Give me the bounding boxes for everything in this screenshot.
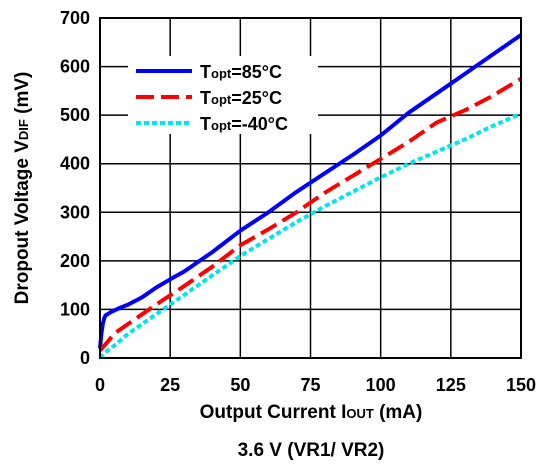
y-tick-label: 700 — [60, 8, 90, 28]
legend: Topt=85°C Topt=25°C Topt=-40°C — [128, 56, 318, 134]
x-tick-label: 0 — [95, 375, 105, 395]
y-tick-label: 500 — [60, 105, 90, 125]
y-axis-label: Dropout Voltage VDIF (mV) — [12, 72, 33, 305]
y-tick-label: 100 — [60, 299, 90, 319]
x-tick-label: 100 — [366, 375, 396, 395]
chart-caption: 3.6 V (VR1/ VR2) — [238, 440, 385, 461]
series-line-1 — [98, 76, 523, 352]
x-axis-label-unit: (mA) — [374, 402, 423, 423]
y-axis-label-main: Dropout Voltage V — [12, 140, 33, 305]
y-tick-label: 400 — [60, 154, 90, 174]
x-axis-label-main: Output Current I — [200, 402, 347, 423]
x-tick-label: 150 — [506, 375, 536, 395]
legend-label-0: Topt=85°C — [200, 62, 282, 82]
series-lines — [98, 33, 523, 360]
plot-frame — [99, 17, 522, 359]
x-tick-label: 125 — [436, 375, 466, 395]
series-line-2 — [98, 111, 522, 360]
x-tick-label: 25 — [160, 375, 180, 395]
x-axis-label-sub: OUT — [346, 406, 374, 421]
tick-labels: 0 25 50 75 100 125 150 0 100 200 300 400 500 600 700 — [60, 8, 536, 395]
y-tick-label: 300 — [60, 202, 90, 222]
y-tick-label: 0 — [80, 348, 90, 368]
series-line-0 — [98, 33, 523, 349]
legend-label-1: Topt=25°C — [200, 88, 282, 108]
x-axis-label: Output Current IOUT (mA) — [200, 402, 423, 423]
y-axis-label-unit: (mV) — [12, 72, 33, 120]
y-tick-label: 200 — [60, 251, 90, 271]
x-tick-label: 75 — [300, 375, 320, 395]
x-tick-label: 50 — [230, 375, 250, 395]
y-tick-label: 600 — [60, 57, 90, 77]
legend-label-2: Topt=-40°C — [200, 114, 288, 134]
y-axis-label-sub: DIF — [16, 119, 31, 140]
